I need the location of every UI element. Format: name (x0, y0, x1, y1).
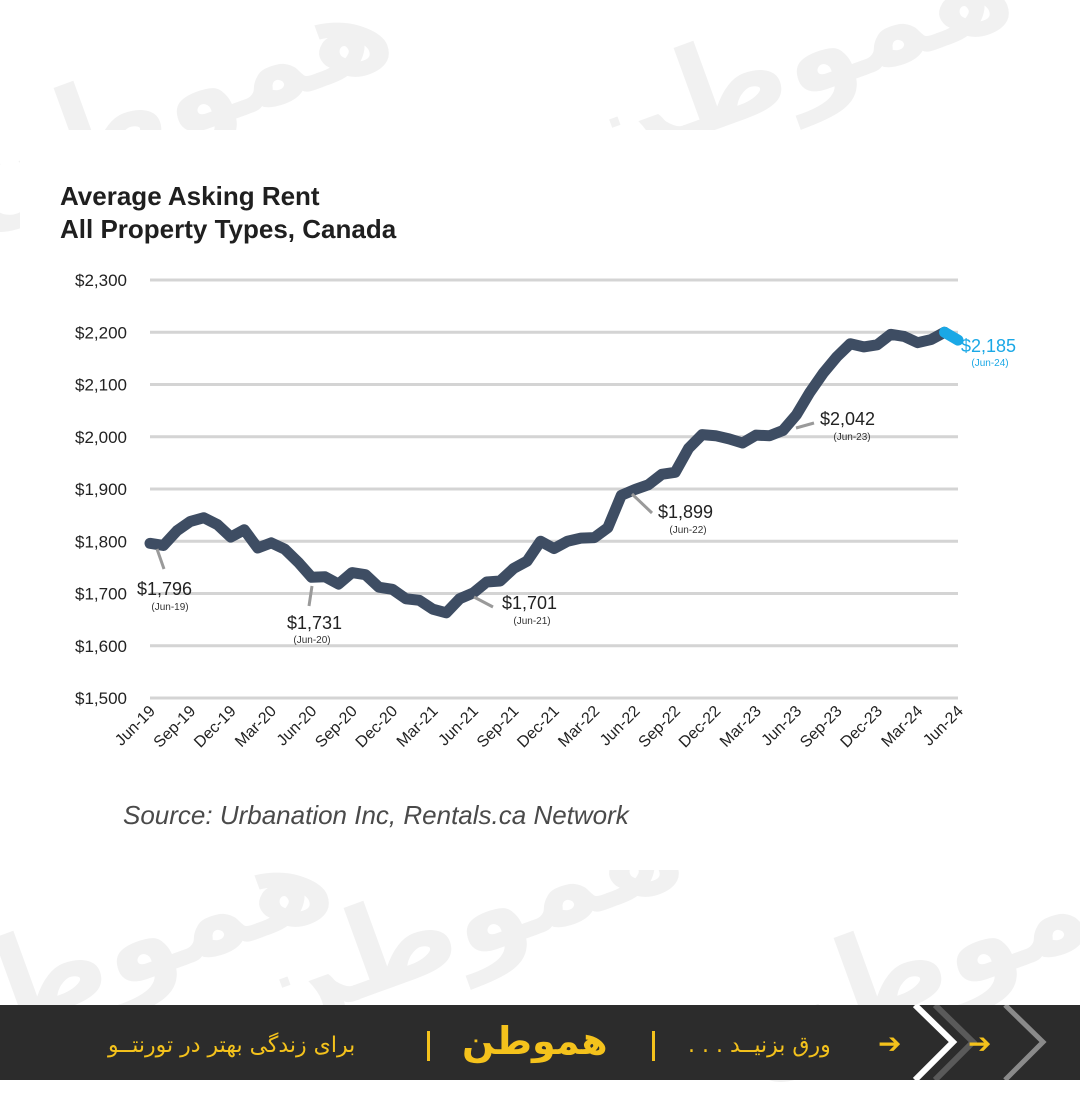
arrow-right-icon[interactable]: ➔ (878, 1027, 902, 1060)
chart-panel (20, 130, 1060, 870)
x-tick-label: Sep-20 (312, 703, 361, 752)
chart-title-line-1: Average Asking Rent (60, 181, 320, 211)
x-tick-label: Sep-21 (474, 703, 523, 752)
annotation-date: (Jun-23) (833, 432, 870, 443)
x-tick-label: Dec-23 (838, 703, 887, 752)
annotation-leader (630, 492, 654, 515)
x-tick-label: Jun-21 (435, 703, 482, 750)
footer-swipe-label[interactable]: ورق بزنیــد . . . (688, 1033, 831, 1058)
annotation-date: (Jun-21) (513, 616, 550, 627)
y-tick-label: $1,800 (75, 532, 127, 551)
footer-separator (427, 1031, 430, 1061)
x-tick-label: Jun-19 (112, 703, 159, 750)
y-tick-label: $1,500 (75, 689, 127, 708)
x-tick-label: Mar-21 (394, 703, 442, 751)
x-tick-label: Dec-22 (676, 703, 725, 752)
y-tick-label: $2,300 (75, 271, 127, 290)
y-tick-label: $1,900 (75, 480, 127, 499)
y-tick-label: $2,100 (75, 376, 127, 395)
x-tick-label: Sep-22 (636, 703, 685, 752)
y-tick-label: $2,200 (75, 323, 127, 342)
annotation-leader (473, 595, 494, 609)
annotation-date: (Jun-24) (971, 358, 1008, 369)
chart-title-line-2: All Property Types, Canada (60, 214, 397, 244)
annotation-date: (Jun-22) (669, 525, 706, 536)
footer-tagline: برای زندگی بهتر در تورنتــو (108, 1033, 356, 1058)
x-tick-label: Mar-24 (879, 703, 927, 751)
y-tick-label: $2,000 (75, 428, 127, 447)
annotation-value: $1,899 (658, 502, 713, 522)
annotation-leader (307, 585, 314, 607)
x-tick-label: Mar-20 (232, 703, 280, 751)
x-tick-label: Sep-23 (797, 703, 846, 752)
series-line (144, 326, 951, 619)
series-line-latest (939, 326, 964, 346)
x-tick-label: Sep-19 (151, 703, 200, 752)
arrow-right-icon[interactable]: ➔ (968, 1027, 992, 1060)
x-tick-label: Jun-23 (759, 703, 806, 750)
x-tick-label: Jun-22 (597, 703, 644, 750)
x-tick-label: Dec-19 (191, 703, 240, 752)
annotation-value: $1,796 (137, 579, 192, 599)
footer-separator (652, 1031, 655, 1061)
footer-bar: برای زندگی بهتر در تورنتــو هموطن ورق بز… (0, 1005, 1080, 1080)
x-tick-label: Dec-20 (353, 703, 402, 752)
annotation-leader (155, 548, 166, 570)
chevron-right-icon[interactable] (905, 1005, 1065, 1080)
annotation-value: $2,185 (961, 336, 1016, 356)
x-tick-label: Jun-20 (274, 703, 321, 750)
annotation-value: $1,701 (502, 593, 557, 613)
y-tick-label: $1,700 (75, 585, 127, 604)
x-tick-label: Dec-21 (514, 703, 563, 752)
annotation-value: $2,042 (820, 409, 875, 429)
annotation-value: $1,731 (287, 613, 342, 633)
annotation-date: (Jun-20) (293, 635, 330, 646)
x-tick-label: Mar-22 (555, 703, 603, 751)
footer-brand-logo: هموطن (462, 1019, 608, 1063)
chart-source: Source: Urbanation Inc, Rentals.ca Netwo… (123, 800, 629, 830)
annotation-date: (Jun-19) (151, 602, 188, 613)
x-tick-label: Jun-24 (920, 703, 967, 750)
x-tick-label: Mar-23 (717, 703, 765, 751)
chart-title: Average Asking Rent All Property Types, … (60, 180, 396, 246)
annotation-leader (795, 421, 815, 430)
y-tick-label: $1,600 (75, 637, 127, 656)
